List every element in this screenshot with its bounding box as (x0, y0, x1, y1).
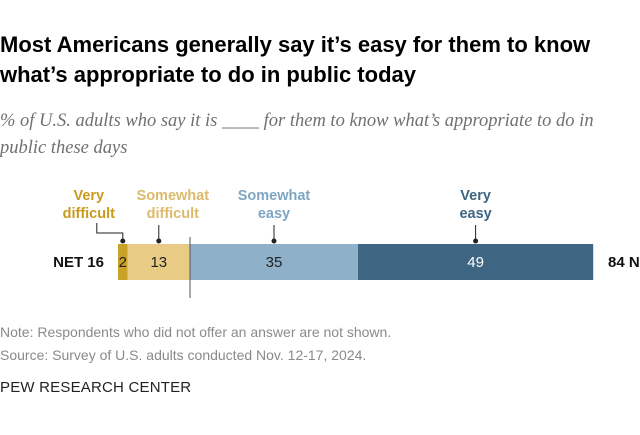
brand-logo-text: PEW RESEARCH CENTER (0, 379, 192, 396)
bar-somewhat-easy (190, 244, 358, 280)
chart-title: Most Americans generally say it’s easy f… (0, 32, 591, 87)
value-label-very-easy: 49 (467, 254, 484, 271)
category-label-somewhat-easy: Somewhat easy (238, 188, 311, 222)
bar-very-easy (358, 244, 594, 280)
leader-dot-very-easy (473, 238, 479, 244)
leader-line-very-difficult (96, 223, 124, 242)
stacked-bar-chart: 2 Very difficult 13 Somewhat difficult 35 Somew… (53, 188, 640, 298)
category-label-very-difficult: Very difficult (63, 188, 116, 222)
value-label-somewhat-easy: 35 (266, 254, 283, 271)
chart-source: Source: Survey of U.S. adults conducted … (0, 347, 367, 363)
net-right-label: 84 NET (608, 254, 640, 271)
chart-subtitle: % of U.S. adults who say it is ____ for … (0, 111, 594, 158)
leader-dot-somewhat-difficult (156, 238, 162, 244)
chart-note: Note: Respondents who did not offer an a… (0, 324, 392, 340)
net-left-label: NET 16 (53, 254, 104, 271)
value-label-somewhat-difficult: 13 (150, 254, 167, 271)
bar-somewhat-difficult (127, 244, 190, 280)
value-label-very-difficult: 2 (119, 254, 127, 271)
category-label-somewhat-difficult: Somewhat difficult (137, 188, 210, 222)
category-label-very-easy: Very easy (459, 188, 491, 222)
leader-dot-very-difficult (120, 238, 126, 244)
leader-dot-somewhat-easy (271, 238, 277, 244)
bar-very-difficult (118, 244, 128, 280)
